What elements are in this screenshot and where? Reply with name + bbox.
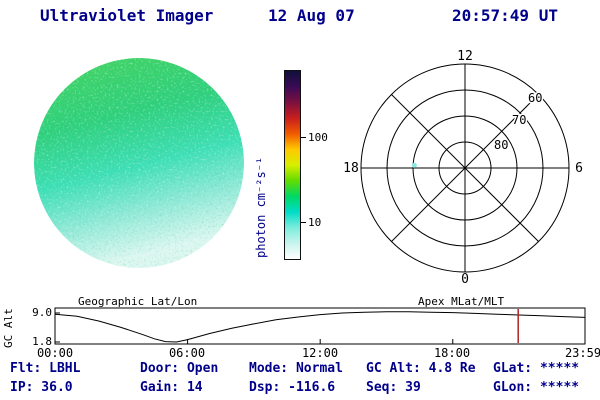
status-door: Door: Open bbox=[140, 361, 219, 376]
xtick-label-0000: 00:00 bbox=[36, 346, 74, 360]
status-dsp: Dsp: -116.6 bbox=[249, 380, 336, 395]
mlt-label-0: 0 bbox=[461, 272, 469, 287]
xtick-label-1800: 18:00 bbox=[433, 346, 471, 360]
xtick-label-0600: 06:00 bbox=[168, 346, 206, 360]
status-mode: Mode: Normal bbox=[249, 361, 343, 376]
status-glat: GLat: ***** bbox=[493, 361, 580, 376]
app-title: Ultraviolet Imager bbox=[40, 6, 214, 25]
ytick-label-bottom: 1.8 bbox=[32, 335, 52, 348]
colorbar-label: photon cm⁻²s⁻¹ bbox=[254, 156, 268, 258]
status-gain: Gain: 14 bbox=[140, 380, 203, 395]
lat-ring-label-60: 60 bbox=[528, 91, 542, 105]
uv-disk-image bbox=[34, 58, 244, 268]
status-ip: IP: 36.0 bbox=[10, 380, 73, 395]
status-glon: GLon: ***** bbox=[493, 380, 580, 395]
strip-box bbox=[54, 307, 586, 345]
strip-right-title: Apex MLat/MLT bbox=[418, 295, 505, 308]
header-date: 12 Aug 07 bbox=[268, 6, 355, 25]
mlt-label-18: 18 bbox=[343, 161, 359, 176]
xtick-label-1200: 12:00 bbox=[301, 346, 339, 360]
colorbar-tickmark-100 bbox=[301, 137, 306, 138]
uv-disk bbox=[34, 58, 244, 268]
lat-ring-label-80: 80 bbox=[494, 138, 508, 152]
header-time: 20:57:49 UT bbox=[452, 6, 558, 25]
xtick-label-2359: 23:59 bbox=[564, 346, 600, 360]
status-gc-alt: GC Alt: 4.8 Re bbox=[366, 361, 476, 376]
mlt-label-6: 6 bbox=[575, 161, 583, 176]
colorbar-tickmark-10 bbox=[301, 222, 306, 223]
gc-alt-curve bbox=[54, 311, 585, 343]
colorbar-tick-100: 100 bbox=[308, 131, 328, 144]
mlt-spoke-diagonal-2 bbox=[391, 94, 539, 242]
polar-plot: 12 18 6 0 60 70 80 bbox=[343, 49, 583, 287]
colorbar-gradient bbox=[284, 70, 301, 260]
status-flt: Flt: LBHL bbox=[10, 361, 81, 376]
ytick-label-top: 9.0 bbox=[32, 306, 52, 319]
strip-left-title: Geographic Lat/Lon bbox=[78, 295, 198, 308]
disk-white-speckle bbox=[34, 58, 244, 268]
colorbar-tick-10: 10 bbox=[308, 216, 322, 229]
aurora-point bbox=[411, 162, 417, 168]
strip-chart bbox=[54, 307, 586, 345]
lat-ring-label-70: 70 bbox=[512, 113, 526, 127]
mlt-label-12: 12 bbox=[457, 49, 473, 64]
status-seq: Seq: 39 bbox=[366, 380, 421, 395]
